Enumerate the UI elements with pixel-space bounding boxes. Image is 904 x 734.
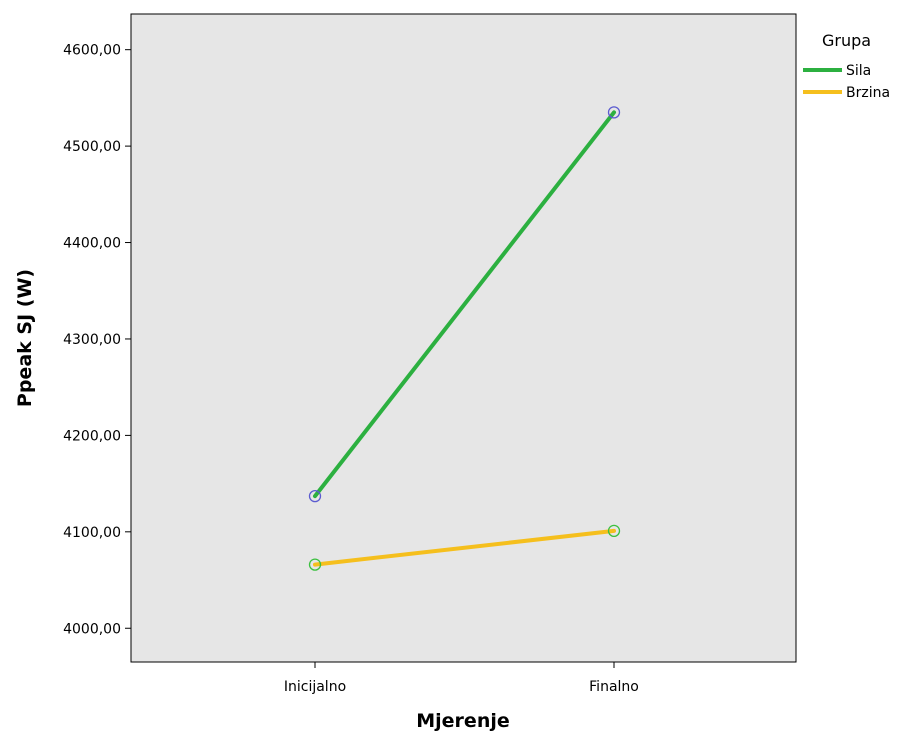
- y-tick-label: 4500,00: [63, 139, 121, 155]
- x-axis: Inicijalno Finalno: [284, 662, 639, 695]
- y-tick-label: 4200,00: [63, 428, 121, 444]
- x-tick-label: Finalno: [589, 679, 639, 695]
- x-tick-label: Inicijalno: [284, 679, 346, 695]
- plot-area: [130, 13, 797, 663]
- y-tick-label: 4000,00: [63, 621, 121, 637]
- y-tick-label: 4100,00: [63, 525, 121, 541]
- series-line-sila: [313, 110, 616, 499]
- data-point-brzina: [308, 558, 322, 571]
- legend-label-sila: Sila: [846, 63, 871, 79]
- data-point-sila: [308, 489, 322, 503]
- series-markers: [308, 106, 621, 571]
- legend-title: Grupa: [822, 31, 871, 50]
- legend: Grupa Sila Brzina: [803, 31, 890, 101]
- y-tick-label: 4400,00: [63, 236, 121, 252]
- legend-label-brzina: Brzina: [846, 85, 890, 101]
- y-axis-title: Ppeak SJ (W): [14, 269, 36, 407]
- data-point-brzina: [607, 524, 621, 538]
- x-axis-title: Mjerenje: [416, 710, 510, 732]
- y-tick-label: 4600,00: [63, 43, 121, 59]
- series-lines: [313, 110, 616, 567]
- series-line-brzina: [313, 528, 616, 567]
- y-axis: 4000,00 4100,00 4200,00 4300,00 4400,00 4500,…: [63, 43, 131, 637]
- y-tick-label: 4300,00: [63, 332, 121, 348]
- data-point-sila: [607, 106, 621, 119]
